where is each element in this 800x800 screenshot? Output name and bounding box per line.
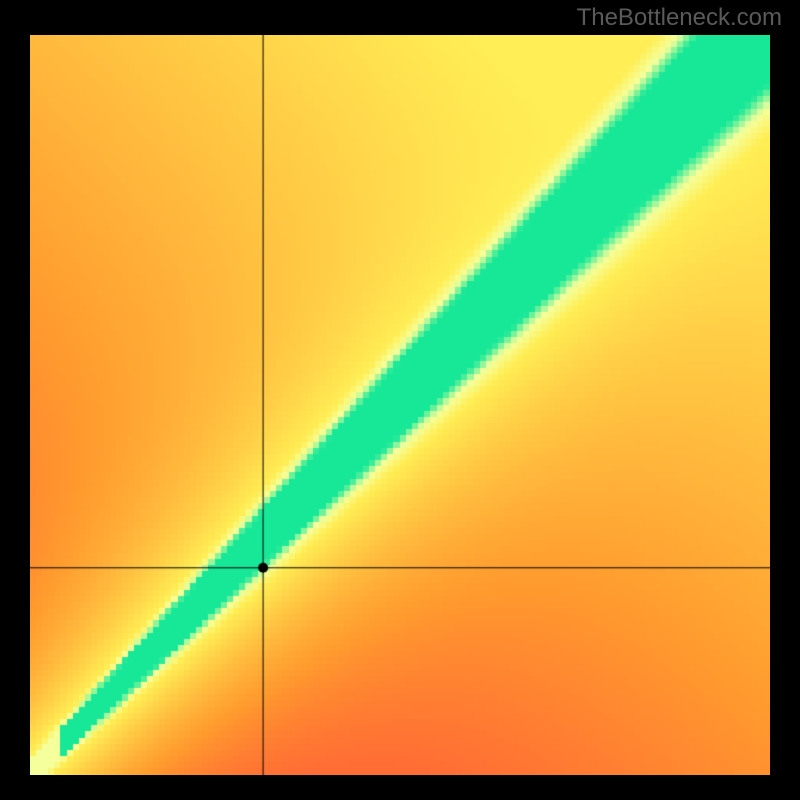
chart-container: TheBottleneck.com [0, 0, 800, 800]
heatmap-canvas [30, 35, 770, 775]
heatmap-plot [30, 35, 770, 775]
watermark-text: TheBottleneck.com [577, 4, 782, 32]
